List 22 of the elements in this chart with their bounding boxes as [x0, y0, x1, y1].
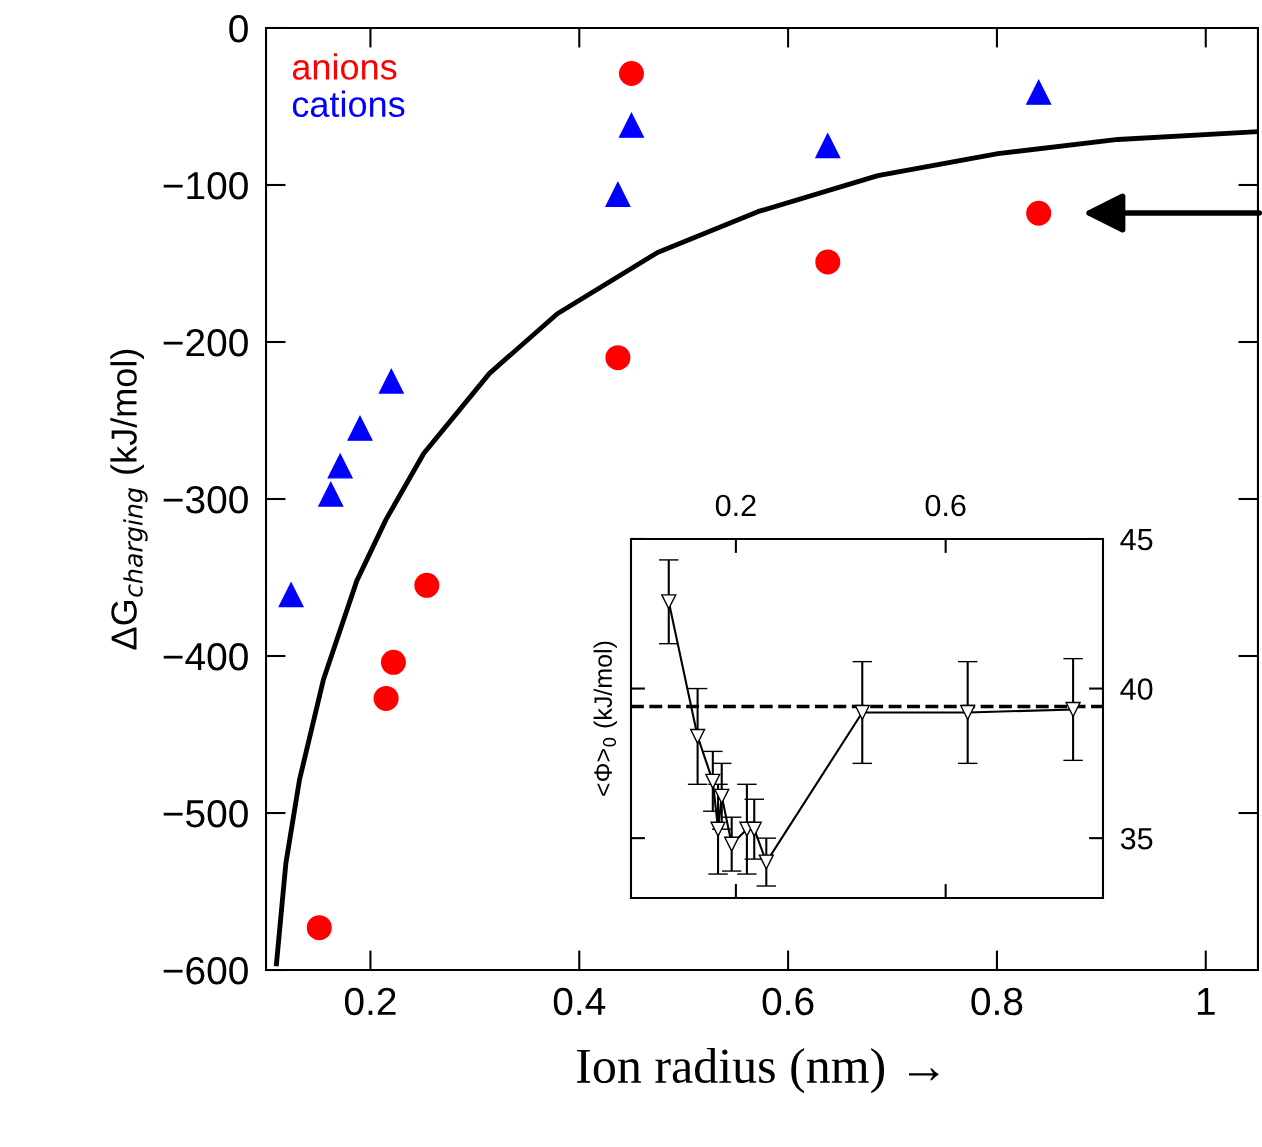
- y-tick-label: −500: [163, 799, 248, 828]
- y-tick-label: −600: [163, 956, 248, 985]
- x-tick-label: 0.2: [715, 494, 756, 517]
- x-tick-label: 0.4: [553, 987, 606, 1016]
- y-tick-label: 45: [1120, 529, 1153, 551]
- x-tick-label: 0.6: [762, 987, 814, 1016]
- x-axis-title: Ion radius (nm) →: [577, 1047, 939, 1094]
- text: anions: [292, 53, 397, 80]
- y-tick-label: −300: [163, 485, 248, 514]
- y-tick-label: −200: [163, 328, 248, 357]
- x-tick-label: 0.6: [925, 494, 966, 517]
- y-tick-label: −400: [163, 642, 248, 671]
- x-tick-label: 0.8: [971, 987, 1023, 1016]
- y-tick-label: −100: [163, 171, 248, 200]
- y-tick-label: 35: [1120, 827, 1153, 850]
- x-tick-label: 1: [1197, 988, 1215, 1015]
- x-tick-label: 0.2: [344, 987, 396, 1016]
- y-tick-label: 40: [1120, 678, 1153, 700]
- y-axis-title: <Φ>$_{0}$ (kJ/mol): [593, 641, 617, 796]
- y-tick-label: 0: [229, 14, 248, 43]
- y-axis-title: ΔG$_{charging}$ (kJ/mol): [110, 349, 148, 650]
- text: cations: [292, 90, 405, 118]
